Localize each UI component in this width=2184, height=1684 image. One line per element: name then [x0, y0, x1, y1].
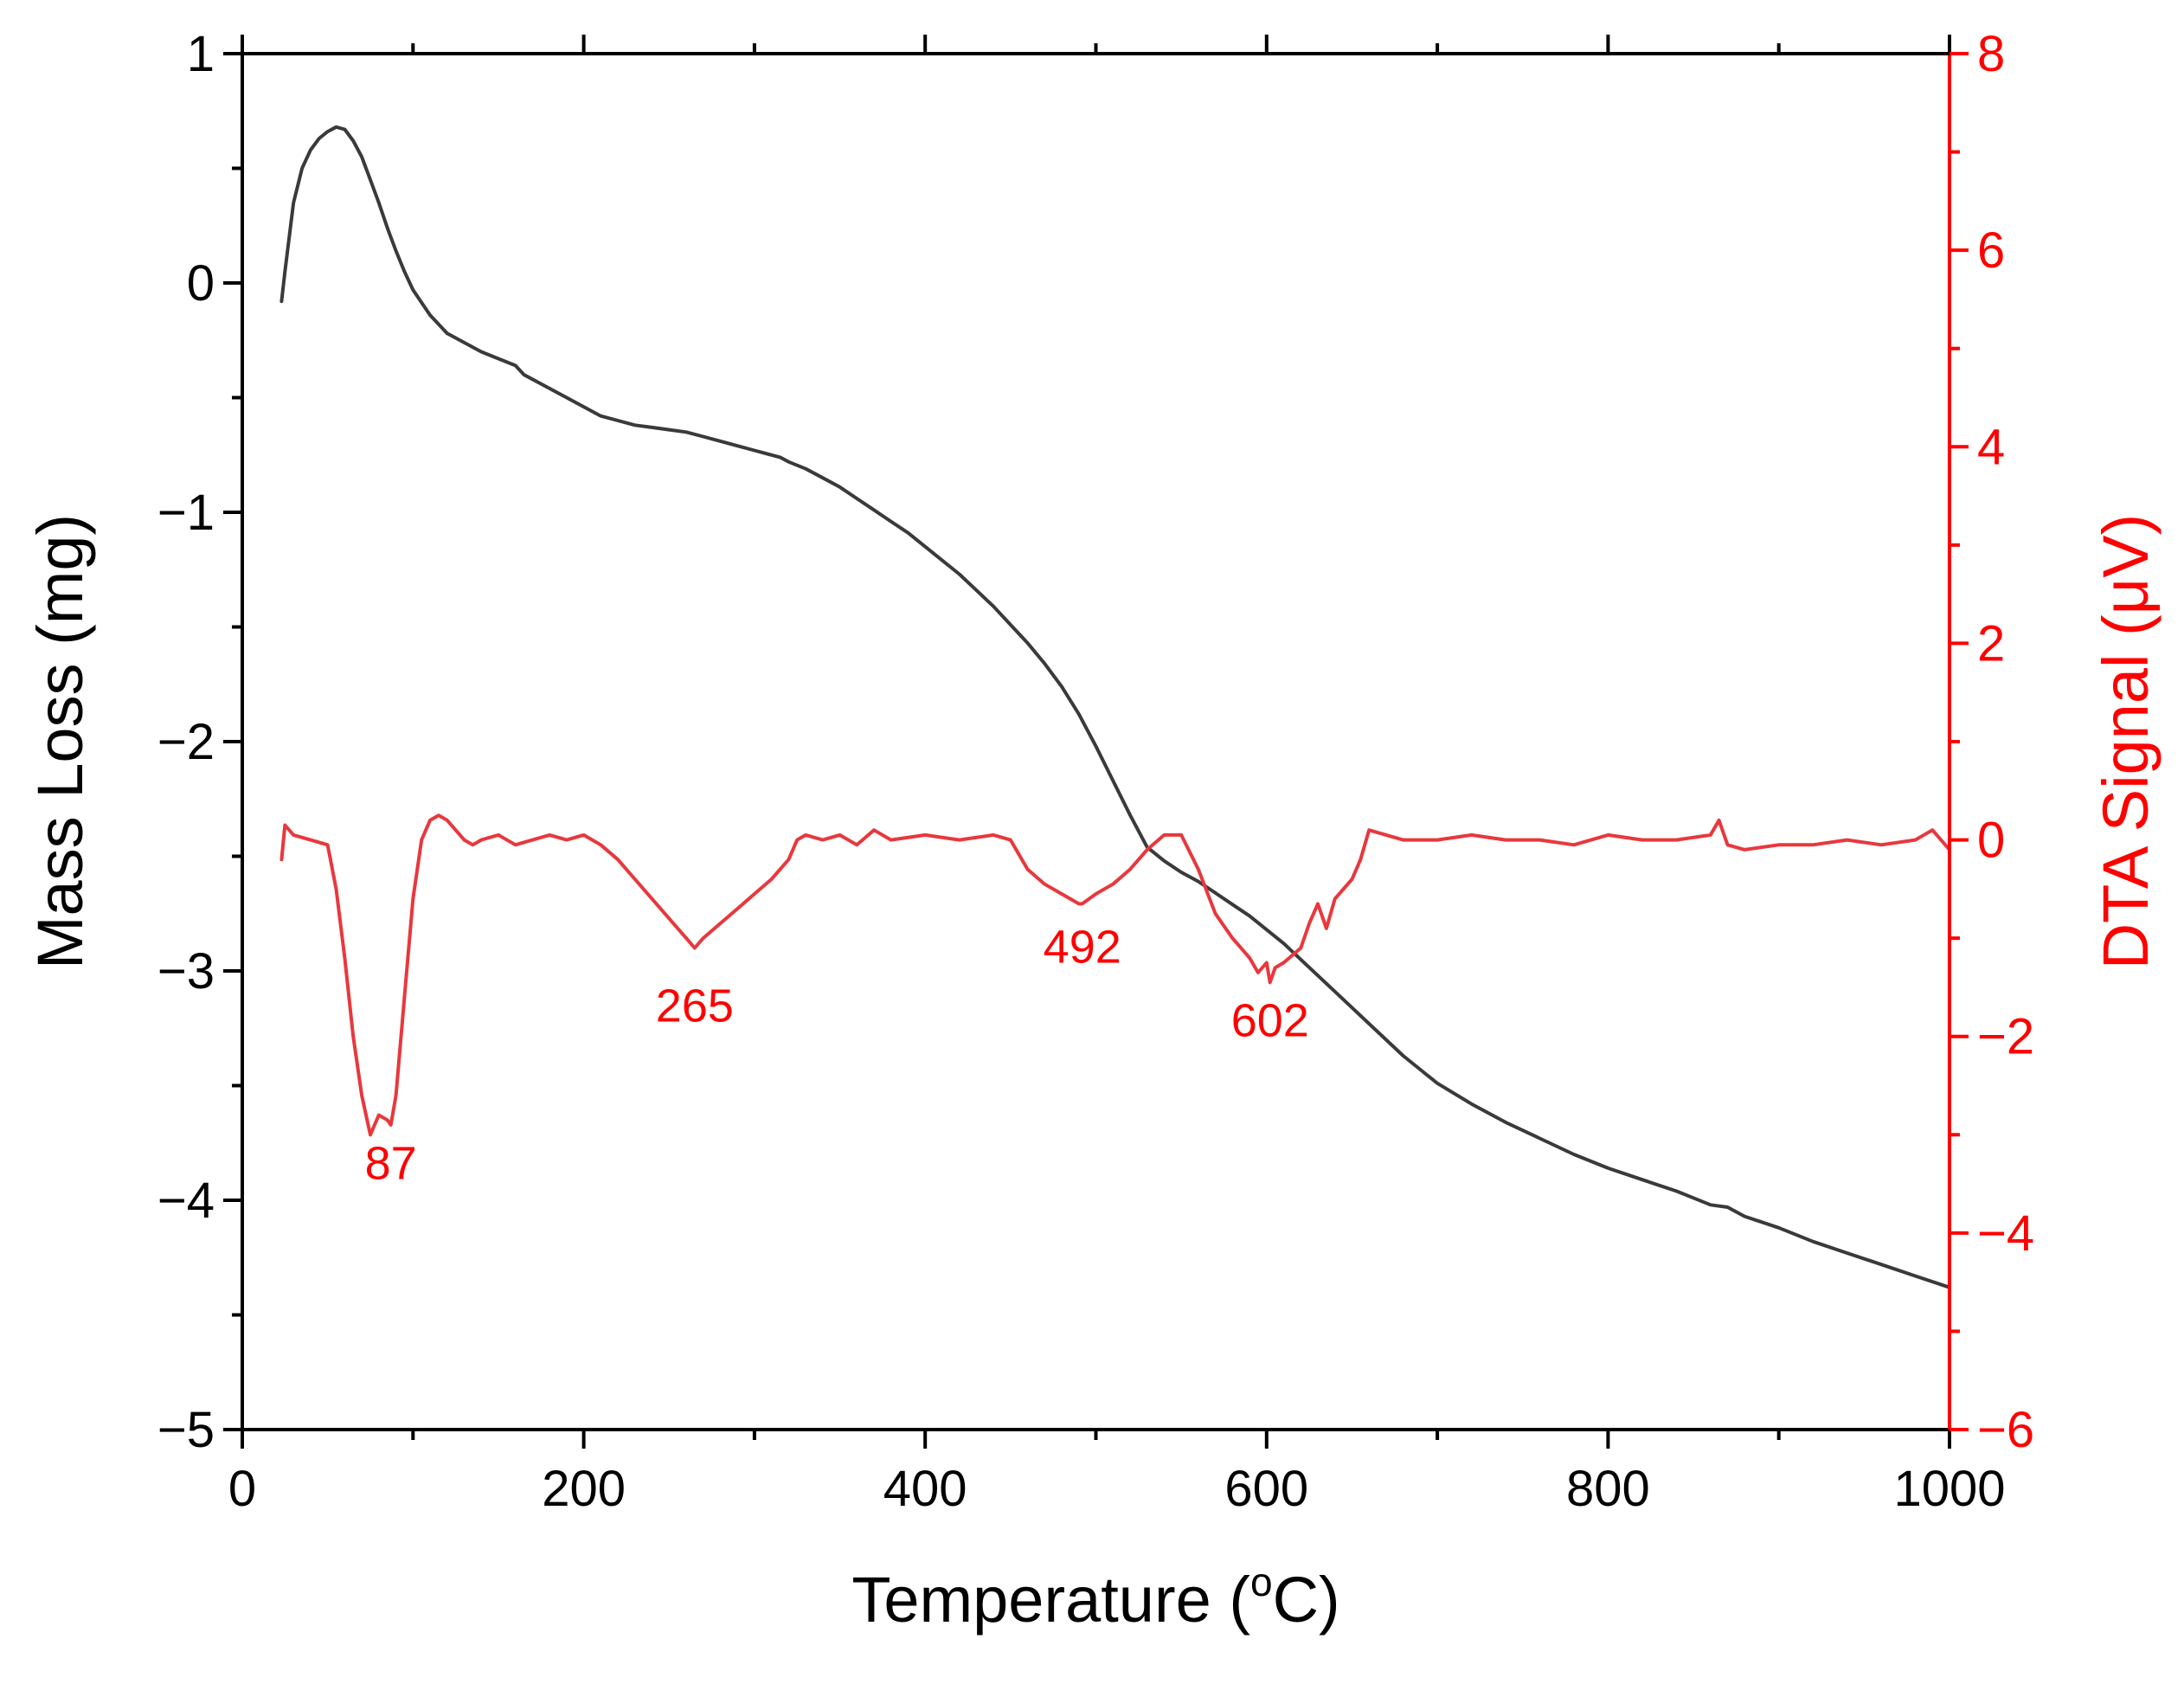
- x-axis-ticks: 0 200 400 600 800 1000: [228, 35, 2006, 1517]
- y-tick-label: 0: [187, 255, 215, 312]
- x-tick-label: 800: [1566, 1461, 1650, 1517]
- series-layer: [279, 125, 1951, 1289]
- axes-layer: 0 200 400 600 800 1000 −5 −4 −3 −2 −1 0 1 −6 −4 −2 0 2 4…: [157, 26, 2034, 1517]
- x-axis-title-main: Temperature (: [851, 1564, 1250, 1636]
- annotation-layer: 87 265 492 602: [365, 922, 1309, 1190]
- mass-loss-series-line: [279, 125, 1951, 1289]
- peak-annotation: 602: [1231, 995, 1309, 1047]
- y2-axis-ticks: −6 −4 −2 0 2 4 6 8: [1950, 26, 2034, 1458]
- y-tick-label: 1: [187, 26, 215, 82]
- x-axis-title-sup: o: [1250, 1559, 1273, 1604]
- y-tick-label: −4: [157, 1173, 215, 1229]
- y2-tick-label: −6: [1977, 1402, 2034, 1458]
- peak-annotation: 87: [365, 1137, 417, 1189]
- peak-annotation: 265: [656, 980, 734, 1032]
- y-tick-label: −1: [157, 485, 215, 541]
- y2-tick-label: 4: [1977, 419, 2005, 475]
- y-tick-label: −2: [157, 714, 215, 770]
- y-axis-title: Mass Loss (mg): [24, 514, 96, 969]
- y2-tick-label: 0: [1977, 813, 2005, 869]
- x-tick-label: 200: [542, 1461, 626, 1517]
- y2-tick-label: 6: [1977, 222, 2005, 279]
- x-tick-label: 600: [1224, 1461, 1308, 1517]
- y2-tick-label: 2: [1977, 615, 2005, 672]
- x-tick-label: 400: [883, 1461, 967, 1517]
- y2-tick-label: −2: [1977, 1009, 2034, 1065]
- y-tick-label: −5: [157, 1402, 215, 1458]
- peak-annotation: 492: [1044, 922, 1121, 974]
- x-tick-label: 1000: [1893, 1461, 2005, 1517]
- x-axis-title: Temperature (oC): [851, 1559, 1339, 1636]
- y-tick-label: −3: [157, 943, 215, 999]
- y2-tick-label: 8: [1977, 26, 2005, 82]
- x-axis-title-rest: C): [1273, 1564, 1340, 1636]
- x-tick-label: 0: [228, 1461, 256, 1517]
- y2-axis-title: DTA Signal (μV): [2090, 514, 2162, 970]
- y-axis-ticks: −5 −4 −3 −2 −1 0 1: [157, 26, 242, 1458]
- y2-tick-label: −4: [1977, 1205, 2034, 1262]
- dta-series-line: [279, 813, 1951, 1137]
